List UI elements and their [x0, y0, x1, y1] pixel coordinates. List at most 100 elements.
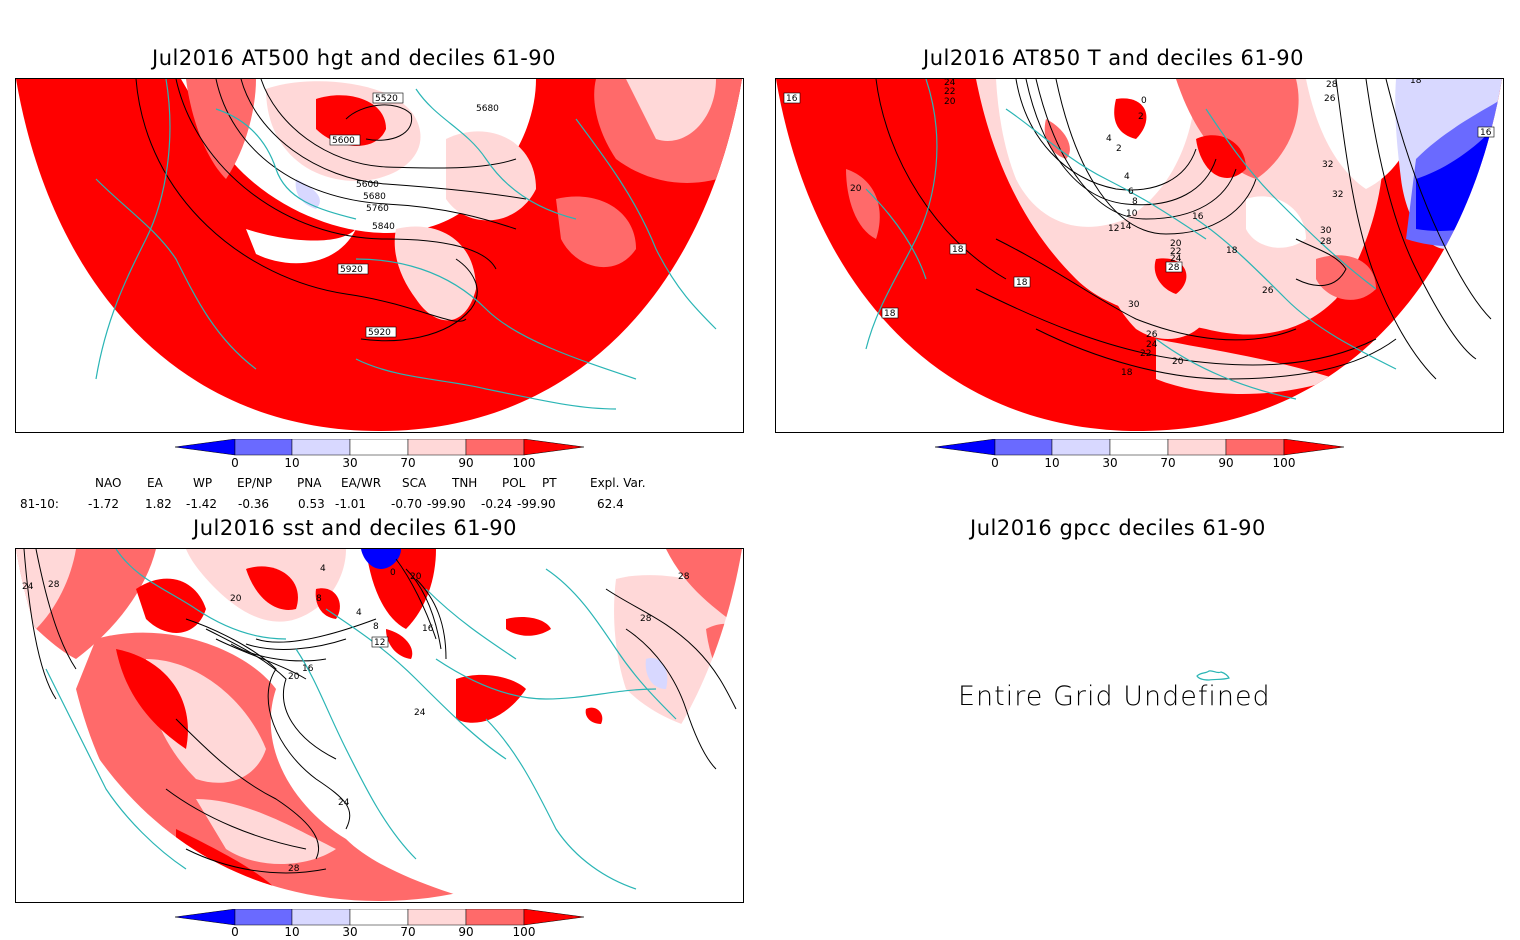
colorbar-label: 0 [991, 456, 999, 470]
index-header: WP [193, 476, 213, 490]
contour-label: 28 [1320, 237, 1332, 247]
contour-label: 22 [1140, 349, 1151, 359]
map-frame-z500: 5520 5600 5680 5600 5680 5760 5840 5920 … [15, 78, 744, 433]
contour-label: 2 [1138, 112, 1144, 122]
contour-label: 12 [374, 638, 385, 648]
contour-label: 18 [1226, 246, 1238, 256]
panel-title-sst: Jul2016 sst and deciles 61-90 [193, 516, 517, 540]
contour-label: 24 [1146, 340, 1158, 350]
contour-label: 5600 [356, 180, 379, 190]
contour-label: 0 [390, 568, 396, 578]
contour-label: 5680 [363, 192, 386, 202]
contour-label: 32 [1322, 160, 1333, 170]
map-t850: 24 22 20 16 0 2 4 2 4 6 8 10 12 14 16 18… [776, 79, 1502, 431]
map-frame-sst: 28 24 20 4 8 0 4 8 12 16 16 20 24 24 28 … [15, 548, 744, 903]
contour-label: 12 [1108, 224, 1119, 234]
contour-label: 2 [1116, 144, 1122, 154]
contour-label: 20 [230, 594, 242, 604]
index-header: EA/WR [341, 476, 382, 490]
contour-label: 28 [678, 572, 690, 582]
contour-label: 22 [1170, 247, 1181, 257]
contour-label: 28 [288, 864, 300, 874]
contour-label: 18 [884, 309, 896, 319]
contour-label: 18 [1016, 278, 1028, 288]
index-value: 1.82 [145, 497, 172, 511]
contour-label: 32 [1332, 190, 1343, 200]
colorbar-label: 70 [400, 456, 416, 470]
index-header: POL [502, 476, 526, 490]
index-header: SCA [402, 476, 427, 490]
index-header: Expl. Var. [590, 476, 646, 490]
index-row-label: 81-10: [20, 497, 59, 511]
contour-label: 24 [338, 798, 350, 808]
contour-label: 30 [1128, 300, 1140, 310]
map-sst: 28 24 20 4 8 0 4 8 12 16 16 20 24 24 28 … [16, 549, 742, 901]
colorbar-label: 0 [231, 456, 239, 470]
index-value: -0.36 [238, 497, 270, 511]
contour-label: 18 [1410, 79, 1422, 86]
contour-label: 5920 [340, 265, 363, 275]
contour-label: 20 [1170, 239, 1182, 249]
panel-title-t850: Jul2016 AT850 T and deciles 61-90 [923, 46, 1304, 70]
contour-label: 16 [786, 94, 798, 104]
contour-label: 14 [1120, 222, 1132, 232]
colorbar-label: 70 [400, 925, 416, 939]
index-value: -1.42 [186, 497, 218, 511]
colorbar-label: 100 [1272, 456, 1296, 470]
contour-label: 30 [1320, 226, 1332, 236]
index-value: -99.90 [427, 497, 466, 511]
contour-label: 24 [944, 79, 956, 88]
contour-label: 16 [1192, 212, 1204, 222]
index-value: -1.72 [88, 497, 120, 511]
contour-label: 28 [1168, 263, 1180, 273]
contour-label: 20 [410, 572, 422, 582]
colorbar-label: 70 [1160, 456, 1176, 470]
undefined-grid-message: Entire Grid Undefined [958, 681, 1271, 712]
contour-label: 28 [48, 580, 60, 590]
contour-label: 18 [952, 245, 964, 255]
contour-label: 5520 [375, 94, 398, 104]
contour-label: 26 [1262, 286, 1274, 296]
colorbar-label: 10 [1044, 456, 1060, 470]
index-header: EP/NP [237, 476, 273, 490]
colorbar-label: 10 [284, 925, 300, 939]
map-gpcc-fragment [1196, 670, 1230, 681]
colorbar-z500: 0 10 30 70 90 100 [174, 438, 585, 477]
index-header: PNA [297, 476, 322, 490]
contour-label: 28 [1326, 80, 1338, 90]
colorbar-label: 0 [231, 925, 239, 939]
contour-label: 4 [1124, 172, 1130, 182]
contour-label: 5600 [332, 136, 355, 146]
index-value: -0.70 [391, 497, 423, 511]
panel-title-z500: Jul2016 AT500 hgt and deciles 61-90 [152, 46, 557, 70]
colorbar-t850: 0 10 30 70 90 100 [934, 438, 1345, 477]
index-value: 62.4 [597, 497, 624, 511]
index-value: -1.01 [335, 497, 367, 511]
contour-label: 24 [1170, 254, 1182, 264]
contour-label: 16 [422, 624, 434, 634]
contour-label: 18 [1121, 368, 1133, 378]
contour-label: 4 [320, 564, 326, 574]
panel-title-gpcc: Jul2016 gpcc deciles 61-90 [970, 516, 1266, 540]
contour-label: 6 [1128, 187, 1134, 197]
colorbar-sst: 0 10 30 70 90 100 [174, 908, 585, 940]
contour-label: 28 [640, 614, 652, 624]
contour-label: 26 [1146, 330, 1158, 340]
map-frame-t850: 24 22 20 16 0 2 4 2 4 6 8 10 12 14 16 18… [775, 78, 1504, 433]
contour-label: 8 [373, 622, 379, 632]
index-value: -0.24 [481, 497, 513, 511]
index-value: 0.53 [298, 497, 325, 511]
contour-label: 24 [414, 708, 426, 718]
contour-label: 22 [944, 87, 955, 97]
colorbar-label: 90 [458, 925, 474, 939]
contour-label: 24 [22, 582, 34, 592]
contour-label: 16 [302, 664, 314, 674]
contour-label: 0 [1141, 96, 1147, 106]
colorbar-label: 90 [1218, 456, 1234, 470]
contour-label: 8 [1132, 197, 1138, 207]
index-header: TNH [452, 476, 478, 490]
colorbar-label: 100 [512, 925, 536, 939]
colorbar-label: 30 [1102, 456, 1118, 470]
contour-label: 8 [316, 594, 322, 604]
contour-label: 5760 [366, 204, 389, 214]
